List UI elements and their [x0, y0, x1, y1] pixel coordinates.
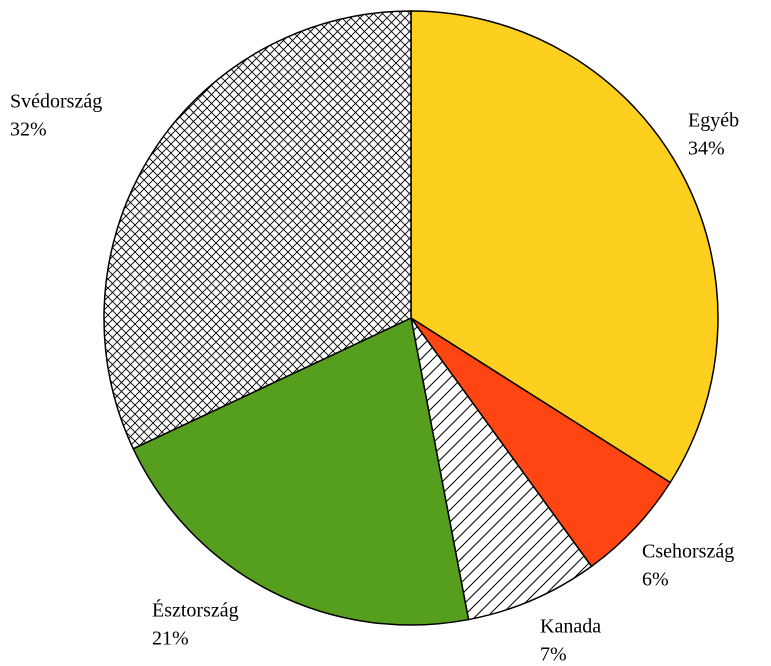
- slice-value-label: 6%: [642, 569, 669, 591]
- pie-slice: [410, 317, 593, 621]
- slice-label: Svédország: [10, 91, 102, 113]
- slice-value-label: 21%: [152, 628, 189, 650]
- slice-value-label: 32%: [10, 119, 47, 141]
- pie-slice: [410, 10, 719, 484]
- slice-label: Csehország: [642, 541, 734, 563]
- slice-label: Észtország: [152, 599, 239, 622]
- slice-label: Kanada: [540, 616, 601, 638]
- pie-slice: [103, 10, 412, 450]
- slice-label: Egyéb: [688, 110, 739, 132]
- slice-value-label: 7%: [540, 644, 567, 666]
- pie-slice: [132, 316, 470, 626]
- slice-value-label: 34%: [688, 138, 725, 160]
